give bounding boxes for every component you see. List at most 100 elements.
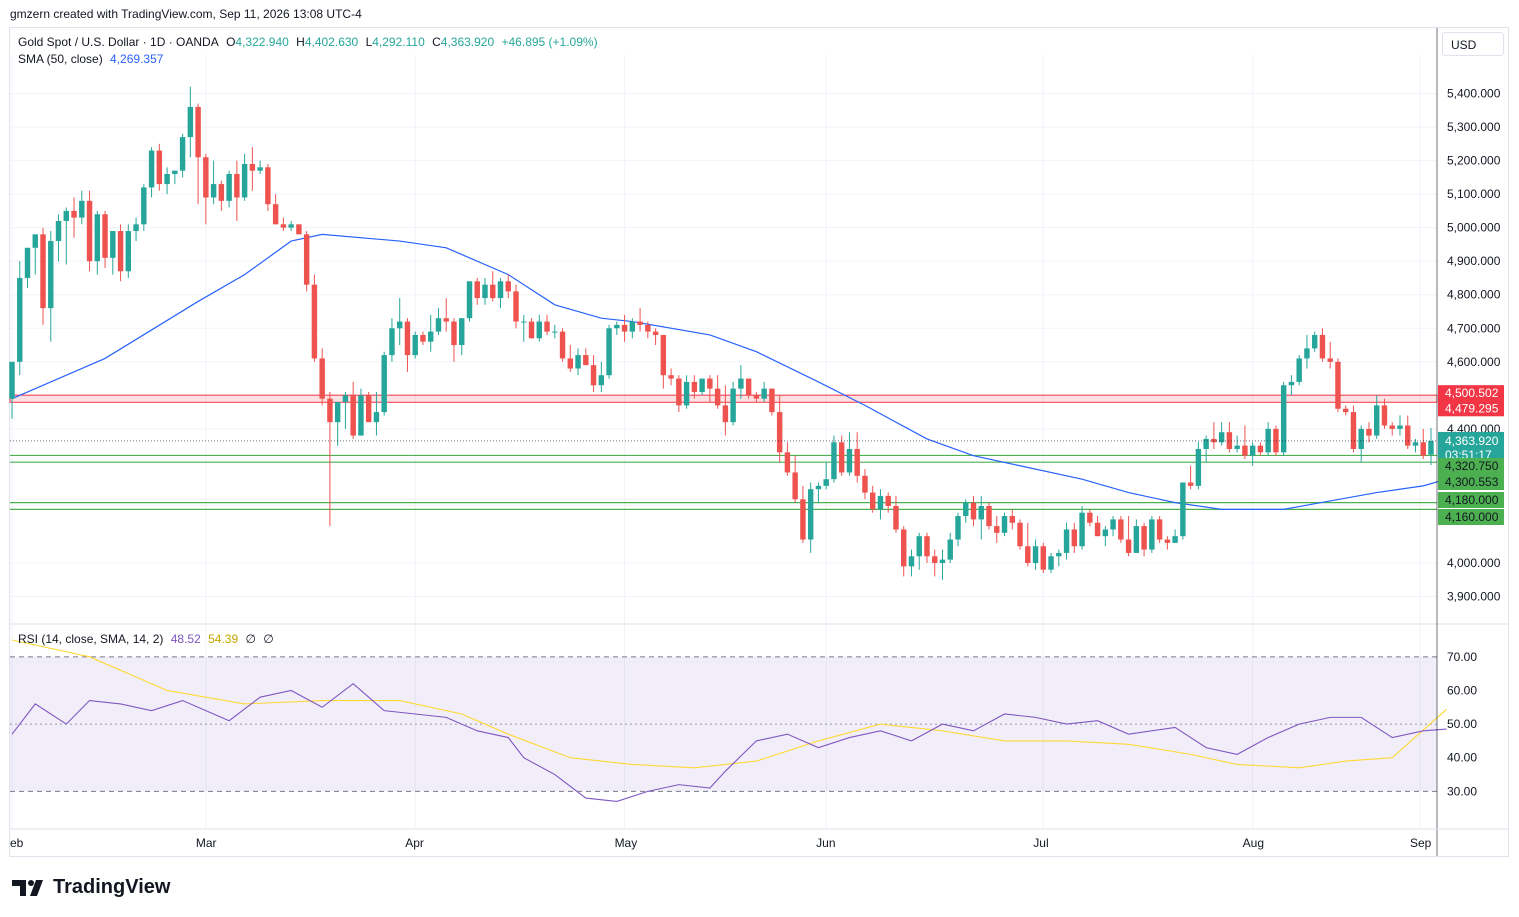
currency-selector[interactable]: USD: [1442, 32, 1504, 56]
candle-body: [590, 365, 597, 386]
candle-body: [71, 210, 77, 218]
candle-body: [1187, 482, 1194, 486]
candle-body: [226, 174, 232, 201]
candle-body: [1311, 334, 1318, 349]
candle-body: [172, 170, 178, 175]
candle-body: [1001, 516, 1008, 533]
candle-body: [1149, 519, 1155, 550]
candle-body: [908, 556, 915, 567]
candle-body: [583, 355, 589, 366]
time-tick-label: Mar: [196, 836, 217, 850]
symbol-legend[interactable]: Gold Spot / U.S. Dollar · 1D · OANDA O4,…: [18, 35, 602, 49]
candle-body: [234, 174, 240, 198]
candle-body: [699, 378, 705, 392]
candle-body: [513, 291, 519, 322]
support-tag: 4,300.553: [1445, 475, 1499, 489]
time-axis[interactable]: eb Mar Apr May Jun Jul Aug Sep: [10, 836, 1432, 850]
candle-body: [521, 321, 527, 323]
candle-body: [978, 505, 984, 520]
candle-body: [738, 378, 744, 389]
candle-body: [1405, 425, 1411, 446]
candle-body: [272, 204, 279, 225]
candle-body: [831, 442, 837, 480]
price-tick-label: 4,600.000: [1447, 355, 1501, 369]
candle-body: [598, 375, 605, 386]
price-axis[interactable]: 5,400.000 5,300.000 5,200.000 5,100.000 5,00…: [1447, 87, 1501, 604]
price-tick-label: 4,900.000: [1447, 254, 1501, 268]
candle-body: [288, 224, 294, 228]
time-tick-label: Aug: [1243, 836, 1264, 850]
candle-body: [148, 150, 155, 188]
support-tag: 4,180.000: [1445, 493, 1499, 507]
candle-body: [621, 324, 628, 332]
candle-body: [17, 277, 23, 362]
candle-body: [428, 331, 434, 342]
chart-frame[interactable]: [9, 27, 1509, 857]
tradingview-logo[interactable]: TradingView: [12, 876, 170, 899]
candle-body: [1032, 546, 1039, 563]
sma-legend[interactable]: SMA (50, close) 4,269.357: [18, 52, 167, 66]
candle-body: [1025, 546, 1031, 563]
candle-body: [110, 231, 116, 258]
candle-body: [947, 539, 953, 560]
candle-body: [358, 395, 364, 436]
rsi-band: [10, 656, 1437, 792]
candle-body: [373, 412, 380, 423]
candle-body: [792, 472, 798, 500]
candle-body: [1257, 445, 1264, 453]
rsi-axis[interactable]: 70.00 60.00 50.00 40.00 30.00: [1447, 650, 1477, 799]
candle-body: [1280, 385, 1287, 453]
candle-body: [327, 398, 333, 423]
price-tick-label: 4,800.000: [1447, 288, 1501, 302]
sma-legend-label: SMA (50, close): [18, 52, 103, 66]
candle-body: [334, 402, 341, 423]
candle-body: [1203, 438, 1209, 449]
candle-body: [963, 502, 969, 517]
candles[interactable]: [9, 86, 1434, 580]
candle-body: [1087, 512, 1093, 523]
candle-body: [1366, 428, 1372, 436]
candle-body: [745, 378, 752, 396]
candle-body: [1079, 512, 1085, 547]
candle-body: [916, 536, 922, 557]
candle-body: [40, 234, 46, 309]
candle-body: [1164, 539, 1171, 543]
time-tick-label: Jul: [1033, 836, 1048, 850]
candle-body: [1009, 516, 1015, 523]
candle-body: [1094, 522, 1101, 537]
price-tick-label: 5,100.000: [1447, 187, 1501, 201]
candle-body: [854, 448, 860, 476]
resistance-tag-top: 4,500.502: [1445, 386, 1499, 400]
candle-body: [63, 210, 69, 221]
candle-body: [1304, 348, 1310, 359]
candle-body: [1180, 482, 1186, 537]
candle-body: [32, 234, 38, 248]
tradingview-wordmark: TradingView: [53, 876, 171, 898]
candle-body: [396, 321, 403, 329]
candle-body: [668, 375, 674, 379]
candle-body: [652, 331, 659, 335]
candle-body: [1273, 428, 1279, 453]
candle-body: [1125, 539, 1132, 553]
candle-body: [1412, 442, 1419, 446]
rsi-legend[interactable]: RSI (14, close, SMA, 14, 2) 48.52 54.39 …: [18, 632, 278, 646]
candle-body: [924, 536, 930, 557]
candle-body: [567, 358, 574, 369]
candle-body: [1118, 519, 1124, 540]
candle-body: [218, 184, 225, 201]
rsi-sma-legend-value: 54.39: [208, 632, 239, 646]
candle-body: [133, 224, 139, 232]
candle-body: [955, 516, 961, 540]
time-tick-label: Sep: [1410, 836, 1432, 850]
candle-body: [862, 475, 868, 493]
candle-body: [1242, 445, 1248, 456]
candle-body: [241, 163, 248, 198]
candle-body: [869, 492, 876, 510]
candle-body: [443, 318, 449, 322]
candle-body: [1172, 536, 1178, 543]
rsi-legend-extra-1: ∅: [245, 632, 256, 646]
candle-body: [769, 388, 775, 413]
support-tag-bg: [1438, 492, 1504, 508]
candle-body: [257, 167, 263, 171]
